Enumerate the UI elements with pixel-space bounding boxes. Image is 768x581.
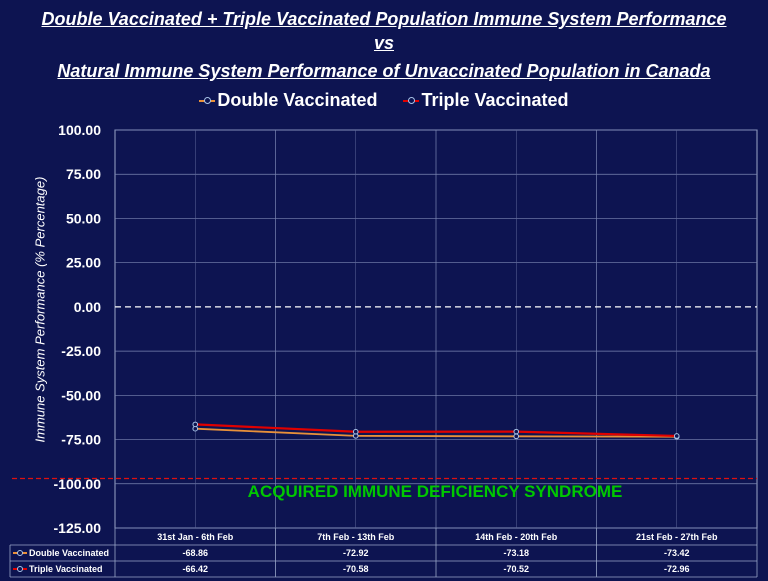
- x-category-label: 31st Jan - 6th Feb: [157, 532, 234, 542]
- data-point-triple: [192, 421, 199, 428]
- table-value-cell: -72.92: [342, 548, 369, 558]
- legend: Double Vaccinated Triple Vaccinated: [0, 90, 768, 111]
- table-value-cell: -70.52: [503, 564, 530, 574]
- table-value-cell: -68.86: [182, 548, 209, 558]
- series-line-triple: [195, 423, 677, 438]
- table-value-cell: -70.58: [342, 564, 369, 574]
- y-tick-label: 50.00: [66, 210, 101, 226]
- table-series-name: Double Vaccinated: [13, 548, 109, 558]
- legend-swatch-triple: [403, 96, 420, 104]
- y-tick-label: -25.00: [61, 343, 101, 359]
- y-tick-label: 100.00: [58, 122, 101, 138]
- legend-label-double: Double Vaccinated: [217, 90, 378, 110]
- x-category-label: 14th Feb - 20th Feb: [475, 532, 558, 542]
- data-point-triple: [352, 428, 359, 435]
- data-point-double: [513, 433, 520, 440]
- x-category-label: 21st Feb - 27th Feb: [635, 532, 718, 542]
- table-value-cell: -73.42: [663, 548, 690, 558]
- table-value-cell: -72.96: [663, 564, 690, 574]
- data-point-triple: [673, 433, 680, 439]
- data-point-triple: [513, 428, 520, 435]
- legend-swatch-double: [199, 96, 216, 104]
- legend-item-triple: Triple Vaccinated: [403, 90, 569, 111]
- table-series-name: Triple Vaccinated: [13, 564, 103, 574]
- table-value-cell: -73.18: [503, 548, 530, 558]
- y-tick-label: -75.00: [61, 432, 101, 448]
- y-tick-label: 25.00: [66, 255, 101, 271]
- chart-title-line-3: Natural Immune System Performance of Unv…: [57, 61, 711, 81]
- chart-title-line-2: vs: [373, 33, 395, 53]
- x-category-label: 7th Feb - 13th Feb: [317, 532, 395, 542]
- table-series-label: Double Vaccinated: [29, 548, 110, 558]
- y-tick-label: -50.00: [61, 387, 101, 403]
- y-tick-label: 0.00: [74, 299, 101, 315]
- table-value-cell: -66.42: [182, 564, 209, 574]
- table-series-swatch: [13, 566, 27, 572]
- legend-item-double: Double Vaccinated: [199, 90, 377, 111]
- table-series-swatch: [13, 550, 27, 556]
- y-tick-label: -100.00: [54, 476, 102, 492]
- chart-title-line-1: Double Vaccinated + Triple Vaccinated Po…: [41, 9, 727, 29]
- table-series-label: Triple Vaccinated: [29, 564, 103, 574]
- series-line-double: [195, 427, 677, 438]
- y-tick-label: 75.00: [66, 166, 101, 182]
- aids-annotation: ACQUIRED IMMUNE DEFICIENCY SYNDROME: [247, 482, 623, 501]
- legend-label-triple: Triple Vaccinated: [421, 90, 569, 110]
- y-tick-label: -125.00: [54, 520, 102, 536]
